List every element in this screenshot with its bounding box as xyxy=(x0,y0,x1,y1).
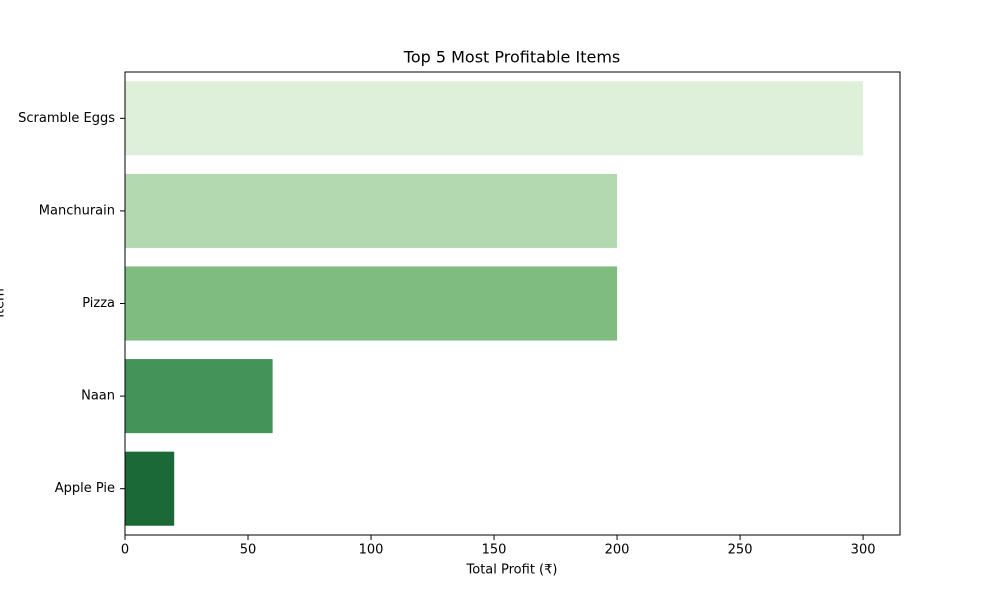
bar xyxy=(125,173,618,248)
bar xyxy=(125,81,864,156)
x-tick-label: 250 xyxy=(728,543,753,558)
y-tick-label: Scramble Eggs xyxy=(18,111,115,126)
x-tick-label: 150 xyxy=(482,543,507,558)
bar xyxy=(125,266,618,341)
y-axis-label: Item xyxy=(0,288,8,318)
x-tick-label: 100 xyxy=(359,543,384,558)
y-tick-label: Naan xyxy=(81,389,115,404)
y-tick-label: Manchurain xyxy=(39,203,115,218)
y-tick-label: Pizza xyxy=(82,296,115,311)
chart-title: Top 5 Most Profitable Items xyxy=(403,48,620,67)
x-tick-label: 50 xyxy=(240,543,257,558)
x-tick-label: 200 xyxy=(605,543,630,558)
bar xyxy=(125,451,175,526)
bar xyxy=(125,359,273,434)
x-tick-label: 0 xyxy=(121,543,129,558)
x-tick-label: 300 xyxy=(851,543,876,558)
plot-frame xyxy=(124,71,901,536)
x-axis-label: Total Profit (₹) xyxy=(466,563,558,578)
y-tick-label: Apple Pie xyxy=(55,481,115,496)
